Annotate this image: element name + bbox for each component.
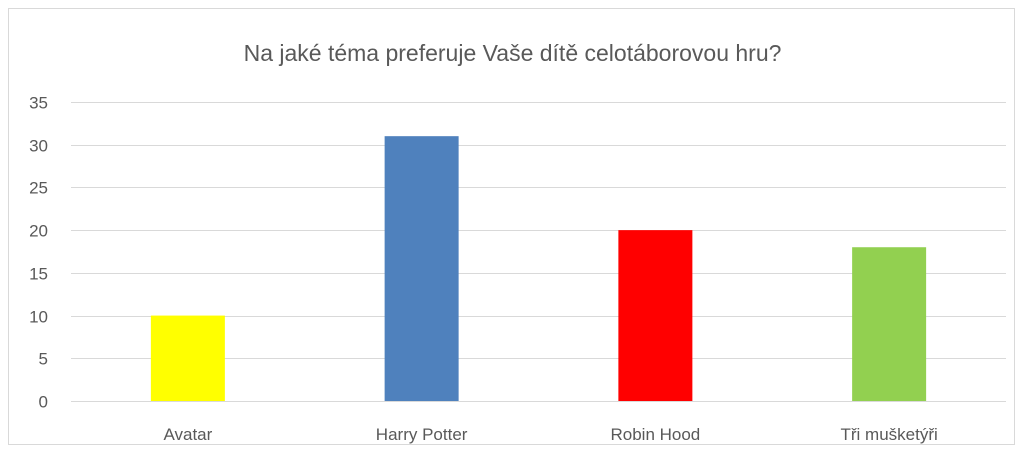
- y-tick-label: 5: [39, 350, 48, 369]
- y-tick-label: 30: [29, 137, 48, 156]
- x-tick-label: Robin Hood: [610, 425, 700, 444]
- bar: [852, 247, 927, 401]
- x-tick-label: Tři mušketýři: [840, 425, 937, 444]
- y-tick-label: 0: [39, 393, 48, 412]
- chart-title: Na jaké téma preferuje Vaše dítě celotáb…: [243, 40, 782, 66]
- bar: [618, 230, 693, 401]
- y-tick-label: 10: [29, 308, 48, 327]
- y-tick-label: 25: [29, 179, 48, 198]
- bar: [384, 136, 459, 401]
- y-tick-label: 35: [29, 94, 48, 113]
- x-tick-label: Harry Potter: [376, 425, 468, 444]
- y-tick-label: 15: [29, 265, 48, 284]
- x-tick-label: Avatar: [163, 425, 212, 444]
- bar: [150, 315, 225, 401]
- y-tick-label: 20: [29, 222, 48, 241]
